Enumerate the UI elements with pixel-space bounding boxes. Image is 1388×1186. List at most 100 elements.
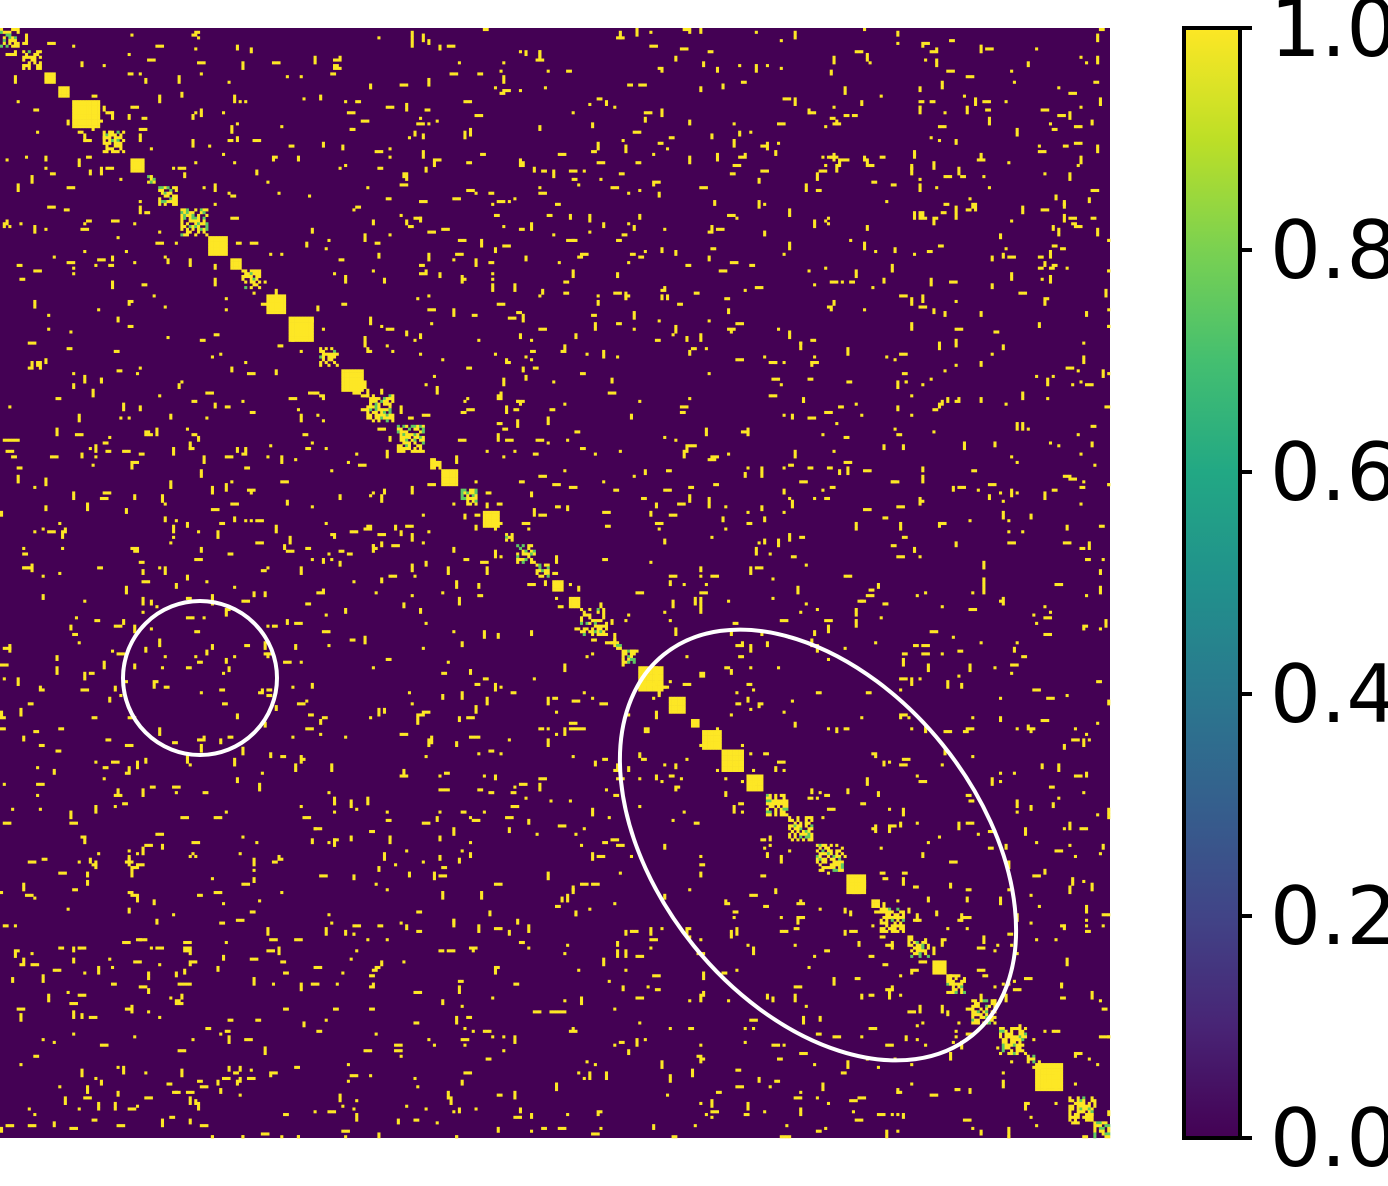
heatmap-cell <box>141 571 145 575</box>
heatmap-cell <box>5 821 9 825</box>
heatmap-cell <box>838 863 842 867</box>
heatmap-cell <box>77 122 81 126</box>
heatmap-cell <box>252 594 256 598</box>
heatmap-cell <box>652 152 656 156</box>
heatmap-cell <box>61 86 65 90</box>
heatmap-cell <box>233 1071 237 1075</box>
heatmap-cell <box>1012 771 1016 775</box>
heatmap-cell <box>213 263 217 267</box>
heatmap-cell <box>280 344 284 348</box>
heatmap-cell <box>13 455 17 459</box>
heatmap-cell <box>421 36 425 40</box>
heatmap-cell <box>111 286 115 290</box>
heatmap-cell <box>674 702 678 706</box>
heatmap-cell <box>1093 1104 1097 1108</box>
heatmap-cell <box>1010 1038 1014 1042</box>
heatmap-cell <box>491 1035 495 1039</box>
heatmap-cell <box>105 449 109 453</box>
heatmap-cell <box>1007 1051 1011 1056</box>
heatmap-cell <box>993 666 997 670</box>
heatmap-cell <box>1048 1074 1053 1078</box>
heatmap-cell <box>152 899 156 903</box>
heatmap-cell <box>774 813 778 817</box>
heatmap-cell <box>721 749 725 753</box>
heatmap-cell <box>280 308 284 312</box>
heatmap-cell <box>1046 1076 1050 1081</box>
heatmap-cell <box>41 743 45 748</box>
heatmap-cell <box>0 44 4 48</box>
heatmap-cell <box>94 810 98 814</box>
heatmap-cell <box>1062 827 1066 831</box>
heatmap-cell <box>627 261 631 265</box>
heatmap-cell <box>882 916 886 920</box>
heatmap-cell <box>258 1018 262 1022</box>
heatmap-cell <box>86 111 90 115</box>
heatmap-cell <box>449 474 453 478</box>
heatmap-cell <box>932 960 936 964</box>
heatmap-cell <box>191 960 195 964</box>
heatmap-cell <box>83 102 87 106</box>
heatmap-cell <box>455 460 459 464</box>
heatmap-cell <box>935 186 939 190</box>
heatmap-cell <box>718 741 722 745</box>
heatmap-cell <box>990 47 994 51</box>
heatmap-cell <box>954 974 958 978</box>
heatmap-cell <box>596 144 600 148</box>
heatmap-cell <box>915 885 919 889</box>
heatmap-cell <box>2 30 6 34</box>
heatmap-cell <box>937 968 942 972</box>
heatmap-cell <box>579 882 584 886</box>
heatmap-cell <box>521 313 525 317</box>
heatmap-cell <box>591 652 595 656</box>
heatmap-cell <box>801 480 806 484</box>
heatmap-cell <box>543 563 547 567</box>
heatmap-cell <box>344 374 348 378</box>
heatmap-cell <box>58 89 62 93</box>
heatmap-cell <box>1043 1065 1047 1069</box>
heatmap-cell <box>918 305 922 309</box>
heatmap-cell <box>74 105 78 109</box>
heatmap-cell <box>147 974 151 978</box>
heatmap-cell <box>1010 1035 1014 1039</box>
heatmap-cell <box>249 1076 253 1081</box>
heatmap-cell <box>826 866 831 870</box>
heatmap-cell <box>385 449 389 453</box>
heatmap-cell <box>1051 1074 1055 1078</box>
heatmap-cell <box>857 882 861 886</box>
heatmap-cell <box>710 1099 714 1103</box>
heatmap-cell <box>793 449 797 453</box>
heatmap-cell <box>446 469 450 473</box>
heatmap-cell <box>704 746 708 750</box>
heatmap-cell <box>602 225 606 229</box>
heatmap-cell <box>305 447 309 451</box>
heatmap-cell <box>987 1004 991 1008</box>
heatmap-cell <box>30 569 34 573</box>
heatmap-cell <box>999 491 1003 495</box>
heatmap-cell <box>24 64 29 68</box>
heatmap-cell <box>899 352 903 356</box>
heatmap-cell <box>838 854 842 859</box>
heatmap-cell <box>349 802 353 806</box>
heatmap-cell <box>424 560 428 564</box>
heatmap-cell <box>727 766 731 770</box>
heatmap-cell <box>111 280 115 284</box>
heatmap-cell <box>97 119 101 123</box>
heatmap-cell <box>493 521 498 526</box>
heatmap-cell <box>1004 1040 1008 1044</box>
heatmap-cell <box>1087 1115 1091 1119</box>
heatmap-cell <box>8 36 12 40</box>
heatmap-cell <box>1090 119 1094 123</box>
heatmap-cell <box>912 216 917 220</box>
heatmap-cell <box>410 533 414 537</box>
heatmap-cell <box>524 796 528 800</box>
heatmap-cell <box>158 44 162 48</box>
heatmap-cell <box>344 385 348 390</box>
heatmap-cell <box>258 782 262 786</box>
heatmap-cell <box>482 516 486 520</box>
heatmap-cell <box>224 238 228 242</box>
heatmap-cell <box>668 680 672 684</box>
heatmap-cell <box>1107 1129 1111 1133</box>
heatmap-cell <box>826 852 831 856</box>
heatmap-cell <box>185 521 189 526</box>
heatmap-cell <box>216 508 220 512</box>
